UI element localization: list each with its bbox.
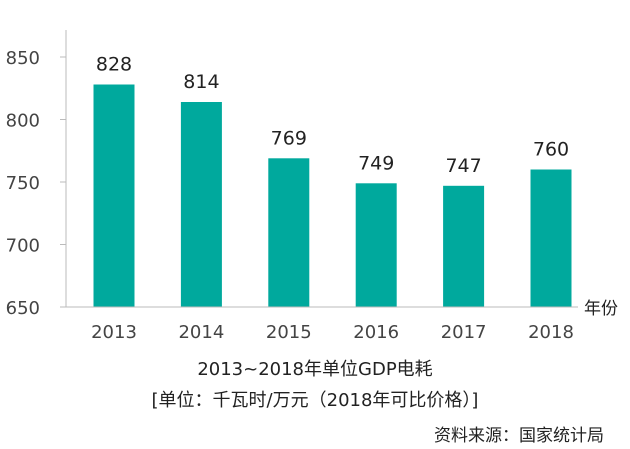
data-label-2016: 749 [358,152,394,174]
data-label-2015: 769 [271,127,307,149]
bar-2018 [530,169,572,307]
bars [93,84,572,308]
y-tick-label: 800 [6,111,40,132]
bar-2013 [93,84,135,307]
source-note: 资料来源：国家统计局 [434,426,604,446]
y-axis: 650 700 750 800 850 [6,30,67,319]
x-tick-label-2018: 2018 [528,322,574,343]
data-label-2017: 747 [445,155,481,177]
y-tick-label: 750 [6,173,40,194]
x-tick-label-2017: 2017 [441,322,487,343]
data-label-2018: 760 [533,139,569,161]
y-tick-label: 650 [6,298,40,319]
y-tick-label: 850 [6,48,40,69]
x-tick-label-2014: 2014 [178,322,224,343]
x-tick-label-2013: 2013 [91,322,137,343]
y-tick-label: 700 [6,236,40,257]
x-tick-label-2015: 2015 [266,322,312,343]
bar-2017 [443,185,485,308]
bar-2014 [180,102,222,307]
data-label-2014: 814 [183,71,219,93]
x-axis: 2013 2014 2015 2016 2017 2018 [66,306,578,343]
bar-2015 [268,158,310,308]
data-labels: 828 814 769 749 747 760 [96,54,569,177]
chart-title: 2013~2018年单位GDP电耗 [197,359,432,380]
x-tick-label-2016: 2016 [353,322,399,343]
x-axis-unit-label: 年份 [584,299,618,319]
data-label-2013: 828 [96,54,132,76]
chart-subtitle: [单位：千瓦时/万元（2018年可比价格）] [152,390,479,411]
bar-2016 [355,183,397,308]
